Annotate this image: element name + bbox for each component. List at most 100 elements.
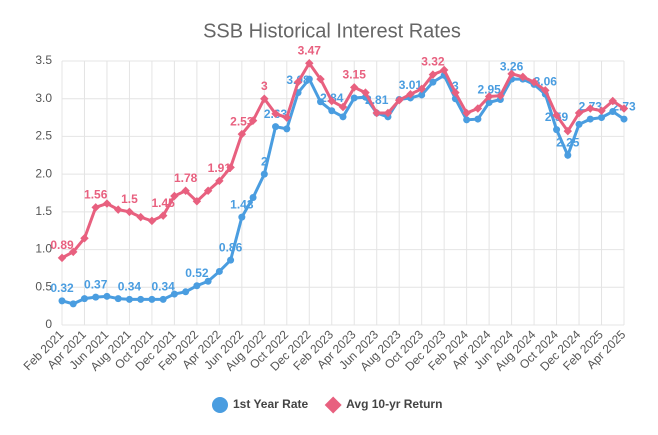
point: [609, 108, 617, 116]
point: [215, 176, 224, 186]
data-label: 1.45: [151, 196, 175, 210]
point: [147, 216, 157, 226]
y-tick-label: 1.5: [35, 204, 52, 218]
point: [283, 125, 291, 133]
point: [485, 98, 493, 106]
point: [136, 212, 145, 222]
y-tick-label: 3.0: [35, 91, 52, 105]
data-label: 3.47: [298, 43, 322, 57]
y-tick-label: 2.0: [35, 166, 52, 180]
data-label: 2.53: [230, 114, 254, 128]
point: [137, 295, 145, 303]
point: [69, 300, 77, 308]
point: [114, 295, 122, 303]
point: [249, 194, 257, 202]
point: [92, 293, 100, 301]
legend-label: 1st Year Rate: [233, 397, 308, 411]
point: [193, 282, 201, 290]
chart-title: SSB Historical Interest Rates: [203, 20, 461, 42]
point: [406, 89, 415, 99]
point: [394, 95, 404, 105]
point: [125, 207, 134, 217]
point: [238, 213, 246, 221]
point: [316, 74, 325, 84]
point: [237, 129, 247, 139]
y-tick-label: 0.5: [35, 279, 52, 293]
point: [361, 88, 370, 97]
point: [68, 247, 78, 257]
point: [507, 69, 516, 79]
point: [620, 115, 628, 123]
point: [182, 288, 190, 296]
point: [170, 290, 178, 298]
data-label: 3.15: [343, 68, 367, 82]
point: [586, 115, 594, 123]
point: [260, 170, 268, 178]
point: [226, 163, 235, 172]
point: [181, 186, 190, 195]
point: [272, 123, 280, 131]
point: [598, 114, 606, 122]
point: [564, 151, 572, 159]
point: [57, 253, 67, 263]
point: [159, 295, 167, 303]
point: [80, 295, 88, 303]
y-tick-label: 2.5: [35, 129, 52, 143]
point: [350, 94, 358, 102]
point: [148, 295, 156, 303]
data-label: 3: [261, 79, 268, 93]
point: [170, 191, 179, 201]
point: [293, 77, 303, 87]
data-label: 0.86: [219, 240, 243, 254]
point: [428, 70, 438, 79]
data-label: 2: [261, 154, 268, 168]
legend-label: Avg 10-yr Return: [346, 397, 442, 411]
data-label: 1.5: [121, 192, 138, 206]
point: [463, 116, 471, 124]
point: [113, 205, 123, 214]
legend-item: Avg 10-yr Return: [324, 396, 442, 414]
point: [102, 199, 112, 208]
point: [462, 108, 471, 118]
data-label: 1.43: [230, 197, 254, 211]
data-label: 1.91: [208, 161, 232, 175]
point: [451, 88, 460, 97]
point: [91, 203, 100, 212]
legend-item: 1st Year Rate: [212, 397, 308, 413]
legend-marker: [212, 397, 228, 413]
data-label: 2.25: [556, 135, 580, 149]
data-label: 0.32: [50, 281, 74, 295]
point: [484, 92, 494, 101]
point: [328, 107, 336, 115]
point: [473, 104, 483, 113]
data-label: 0.37: [84, 277, 108, 291]
point: [125, 295, 133, 303]
point: [215, 267, 223, 275]
y-tick-label: 1.0: [35, 242, 52, 256]
point: [429, 78, 437, 86]
data-label: 0.52: [185, 266, 209, 280]
point: [338, 102, 348, 112]
data-label: 1.56: [84, 188, 108, 202]
y-tick-label: 3.5: [35, 53, 52, 67]
point: [305, 59, 314, 68]
point: [372, 108, 381, 118]
point: [248, 116, 258, 125]
point: [474, 115, 482, 123]
point: [103, 292, 111, 300]
data-label: 1.78: [174, 171, 198, 185]
data-label: 0.34: [151, 280, 175, 294]
point: [204, 277, 212, 285]
point: [418, 91, 426, 99]
point: [271, 109, 280, 119]
point: [260, 94, 269, 103]
point: [339, 113, 347, 121]
data-label: 0.89: [50, 238, 74, 252]
y-tick-label: 0: [45, 317, 52, 331]
data-label: 3.01: [399, 78, 423, 92]
point: [349, 83, 359, 92]
point: [305, 75, 313, 83]
point: [58, 297, 66, 305]
data-label: 2.95: [477, 83, 501, 97]
